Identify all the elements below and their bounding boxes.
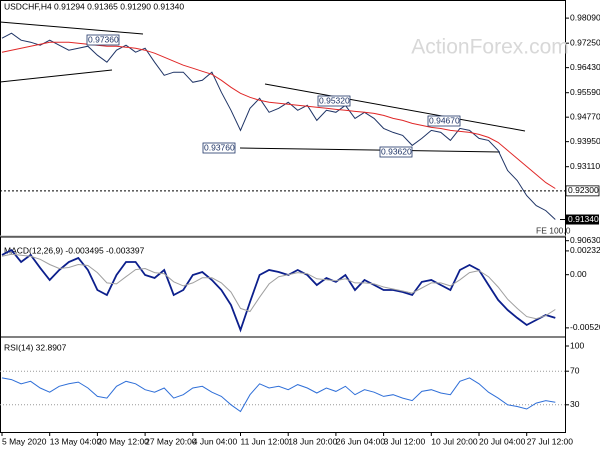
- trend-line: [0, 69, 113, 83]
- x-tick-label: 4 Jun 04:00: [193, 436, 238, 446]
- last-price-label: 0.91340: [568, 214, 599, 224]
- price-box: [565, 185, 600, 197]
- series-line: [1, 32, 556, 220]
- y-tick-label: 0.97250: [570, 37, 600, 47]
- panel-title: USDCHF,H4 0.91294 0.91365 0.91290 0.9134…: [4, 1, 184, 11]
- panel-title: MACD(12,26,9) -0.003495 -0.003397: [4, 245, 145, 255]
- last-price-box: [566, 214, 599, 225]
- y-tick-label: 0.98090: [570, 12, 600, 22]
- annotation-box: [86, 34, 120, 46]
- y-tick-label: 30: [570, 399, 580, 409]
- series-line: [1, 377, 556, 413]
- x-tick-label: 18 Jun 20:00: [288, 436, 337, 446]
- x-tick-label: 26 Jun 04:00: [336, 436, 385, 446]
- y-tick-label: 0.94770: [570, 111, 600, 121]
- trend-line: [239, 147, 501, 153]
- series-line: [1, 248, 556, 333]
- x-tick-label: 20 Jul 04:00: [479, 436, 526, 446]
- y-tick-label: -0.005201: [570, 322, 600, 332]
- y-tick-label: 0.90630: [570, 235, 600, 245]
- y-tick-label: 0.00: [570, 269, 587, 279]
- trend-line: [0, 21, 144, 35]
- trend-line: [264, 83, 526, 132]
- x-tick-label: 20 May 12:00: [97, 436, 149, 446]
- price-label: 0.92300: [568, 185, 599, 195]
- frame: [0, 0, 566, 433]
- annotation-box: [427, 115, 461, 127]
- annotation-box: [317, 95, 351, 107]
- annotation-box: [379, 146, 413, 158]
- x-tick-label: 11 Jun 12:00: [241, 436, 290, 446]
- annotation: 0.94670: [429, 115, 460, 125]
- x-tick-label: 3 Jul 12:00: [384, 436, 426, 446]
- y-tick-label: 0.002325: [570, 245, 600, 255]
- y-tick-label: 100: [570, 340, 584, 350]
- y-tick-label: 0.96430: [570, 62, 600, 72]
- panel-title: RSI(14) 32.8907: [4, 342, 67, 352]
- annotation: FE 100.0: [536, 225, 571, 235]
- x-tick-label: 27 Jul 12:00: [527, 436, 574, 446]
- y-tick-label: 0.93110: [570, 161, 600, 171]
- y-tick-label: 0.93950: [570, 136, 600, 146]
- x-tick-label: 13 May 04:00: [50, 436, 102, 446]
- annotation: 0.97360: [88, 34, 119, 44]
- y-tick-label: 70: [570, 365, 580, 375]
- x-tick-label: 10 Jul 20:00: [431, 436, 478, 446]
- annotation: 0.93620: [381, 146, 412, 156]
- watermark: ActionForex.com: [411, 36, 569, 59]
- series-line: [1, 253, 556, 320]
- annotation-box: [202, 142, 236, 154]
- y-tick-label: 0.95590: [570, 87, 600, 97]
- x-tick-label: 27 May 20:00: [145, 436, 197, 446]
- annotation: 0.95320: [319, 95, 350, 105]
- x-tick-label: 5 May 2020: [2, 436, 47, 446]
- annotation: 0.93760: [204, 142, 235, 152]
